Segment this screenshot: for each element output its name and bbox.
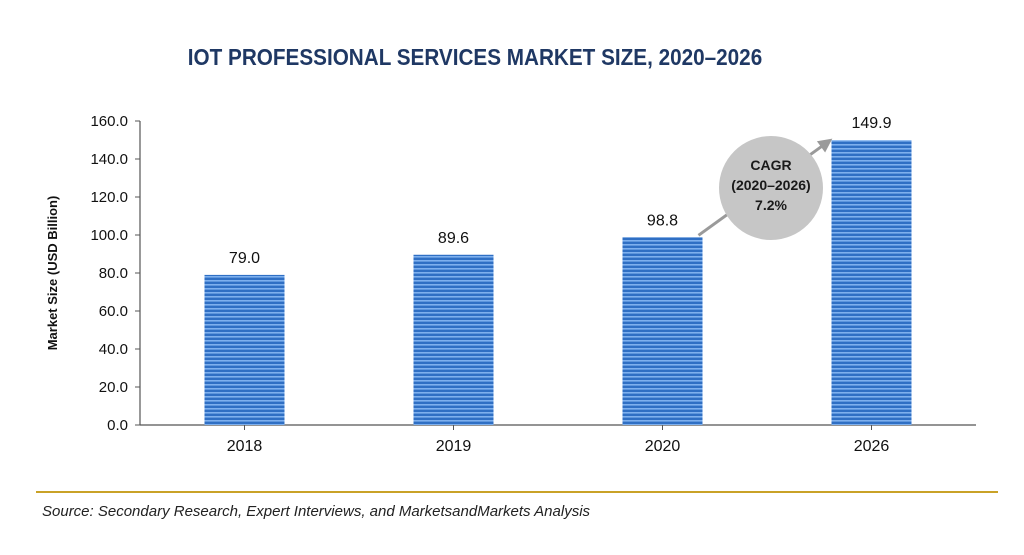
cagr-arrow-head (816, 138, 833, 153)
y-tick-label: 0.0 (107, 417, 128, 434)
y-tick-label: 140.0 (90, 151, 128, 168)
bars (204, 140, 912, 425)
bar (204, 274, 285, 425)
data-label: 98.8 (647, 212, 678, 229)
data-label: 89.6 (438, 230, 469, 247)
y-tick-label: 60.0 (99, 303, 128, 320)
data-label: 79.0 (229, 250, 260, 267)
source-note: Source: Secondary Research, Expert Inter… (42, 503, 591, 520)
y-axis-title: Market Size (USD Billion) (45, 196, 60, 351)
bar (831, 140, 912, 425)
chart-title: IOT PROFESSIONAL SERVICES MARKET SIZE, 2… (187, 44, 763, 70)
x-tick-label: 2020 (645, 438, 681, 455)
y-tick-label: 160.0 (90, 113, 128, 130)
cagr-label: CAGR (750, 157, 791, 173)
source-divider (36, 491, 998, 493)
cagr-period: (2020–2026) (731, 177, 810, 193)
bar (622, 237, 703, 425)
axes: 0.0 20.0 40.0 60.0 80.0 100.0 120.0 140.0 160.0 M… (45, 113, 976, 434)
y-tick-label: 120.0 (90, 189, 128, 206)
y-tick-label: 40.0 (99, 341, 128, 358)
data-label: 149.9 (851, 115, 891, 132)
y-tick-label: 80.0 (99, 265, 128, 282)
x-tick-label: 2018 (227, 438, 263, 455)
cagr-circle (719, 136, 823, 240)
cagr-value: 7.2% (755, 197, 787, 213)
y-tick-label: 20.0 (99, 379, 128, 396)
x-tick-label: 2019 (436, 438, 472, 455)
cagr-callout: CAGR (2020–2026) 7.2% (697, 136, 833, 240)
y-tick-label: 100.0 (90, 227, 128, 244)
x-tick-label: 2026 (854, 438, 890, 455)
labels: 2018 79.0 2019 89.6 2020 98.8 2026 149.9 (227, 115, 892, 455)
bar (413, 254, 494, 425)
